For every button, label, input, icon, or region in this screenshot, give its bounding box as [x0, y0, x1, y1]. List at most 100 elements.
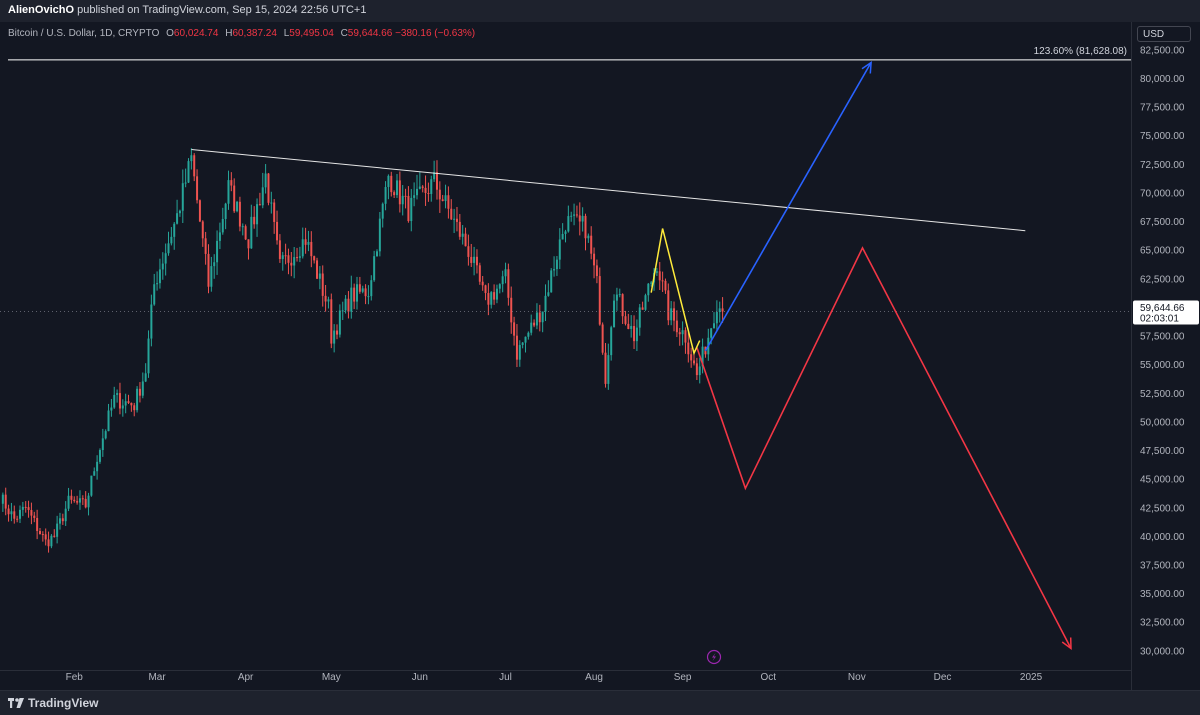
- candle-body: [338, 310, 341, 335]
- time-tick-label: Apr: [238, 672, 254, 683]
- candle-body: [336, 330, 339, 335]
- candle-body: [307, 241, 310, 245]
- candle-body: [216, 240, 219, 263]
- candle-body: [104, 431, 107, 439]
- candle-body: [150, 304, 153, 339]
- time-tick-label: Nov: [848, 672, 866, 683]
- candle-body: [13, 511, 16, 519]
- candle-body: [410, 197, 413, 222]
- candle-body: [110, 407, 113, 411]
- candle-body: [487, 293, 490, 305]
- candle-body: [570, 215, 573, 217]
- candle-body: [527, 332, 530, 337]
- price-tick-label: 40,000.00: [1140, 532, 1185, 543]
- candle-body: [390, 175, 393, 193]
- candle-body: [538, 312, 541, 323]
- candle-body: [258, 204, 261, 206]
- candle-body: [481, 281, 484, 286]
- candle-body: [598, 276, 601, 325]
- candle-body: [541, 311, 544, 323]
- candle-body: [70, 495, 73, 500]
- blue-projection-line: [704, 62, 872, 352]
- candle-body: [264, 173, 267, 188]
- candle-body: [575, 214, 578, 216]
- candle-body: [553, 269, 556, 271]
- candle-body: [293, 257, 296, 266]
- chart-area[interactable]: 123.60% (81,628.08) 30,000.00 32,500.00 35…: [0, 22, 1200, 690]
- candle-body: [261, 187, 264, 206]
- time-tick-label: Jul: [499, 672, 512, 683]
- tradingview-logo[interactable]: TradingView: [8, 696, 98, 710]
- candle-body: [581, 215, 584, 222]
- candle-body: [693, 360, 696, 364]
- candle-body: [667, 290, 670, 321]
- candle-body: [655, 271, 658, 273]
- candle-body: [56, 523, 59, 537]
- author-name[interactable]: AlienOvichO: [8, 4, 75, 16]
- candle-body: [341, 310, 344, 312]
- candle-body: [398, 180, 401, 205]
- candle-body: [521, 342, 524, 345]
- candle-body: [276, 221, 279, 241]
- open-value: 60,024.74: [173, 28, 219, 39]
- candle-body: [141, 381, 144, 396]
- candle-body: [358, 284, 361, 292]
- candle-body: [378, 218, 381, 252]
- candle-body: [127, 401, 130, 403]
- candle-body: [178, 210, 181, 214]
- candle-body: [467, 246, 470, 257]
- candle-body: [278, 240, 281, 259]
- price-chart[interactable]: 123.60% (81,628.08) 30,000.00 32,500.00 35…: [0, 22, 1200, 690]
- candle-body: [78, 498, 81, 503]
- candle-body: [401, 195, 404, 205]
- currency-selector[interactable]: USD: [1137, 26, 1191, 42]
- candle-body: [44, 534, 47, 540]
- candle-body: [450, 208, 453, 220]
- candle-body: [190, 155, 193, 162]
- candle-body: [573, 214, 576, 216]
- candle-body: [227, 180, 230, 204]
- candle-body: [587, 235, 590, 239]
- price-tick-label: 82,500.00: [1140, 45, 1185, 56]
- candle-body: [561, 233, 564, 240]
- candle-body: [715, 311, 718, 324]
- candle-body: [607, 355, 610, 384]
- candle-body: [330, 299, 333, 344]
- symbol-title[interactable]: Bitcoin / U.S. Dollar, 1D, CRYPTO: [8, 28, 160, 39]
- candle-body: [461, 233, 464, 237]
- candle-body: [453, 218, 456, 220]
- last-price-countdown: 02:03:01: [1140, 314, 1179, 325]
- candle-body: [361, 288, 364, 292]
- candle-body: [224, 203, 227, 220]
- price-tick-label: 47,500.00: [1140, 446, 1185, 457]
- candle-body: [698, 366, 701, 376]
- candle-body: [158, 269, 161, 284]
- candle-body: [116, 393, 119, 395]
- candle-body: [53, 535, 56, 537]
- lightning-bolt-icon: [712, 653, 717, 661]
- candle-body: [647, 283, 650, 296]
- candle-body: [213, 262, 216, 267]
- candle-body: [210, 266, 213, 287]
- high-label: H: [225, 28, 233, 39]
- candle-body: [310, 241, 313, 257]
- time-tick-label: May: [322, 672, 341, 683]
- candle-body: [81, 498, 84, 500]
- candle-body: [147, 338, 150, 374]
- candle-body: [555, 259, 558, 270]
- price-tick-label: 50,000.00: [1140, 417, 1185, 428]
- candle-body: [333, 330, 336, 344]
- candle-body: [50, 535, 53, 547]
- price-tick-label: 35,000.00: [1140, 589, 1185, 600]
- candle-body: [695, 363, 698, 376]
- candle-body: [273, 202, 276, 222]
- candle-body: [98, 450, 101, 462]
- candle-body: [41, 534, 44, 536]
- candle-body: [236, 201, 239, 212]
- candle-body: [376, 251, 378, 257]
- candle-body: [630, 326, 633, 329]
- candle-body: [36, 517, 39, 531]
- candle-body: [664, 280, 667, 291]
- candle-body: [153, 284, 156, 305]
- candle-body: [367, 296, 370, 298]
